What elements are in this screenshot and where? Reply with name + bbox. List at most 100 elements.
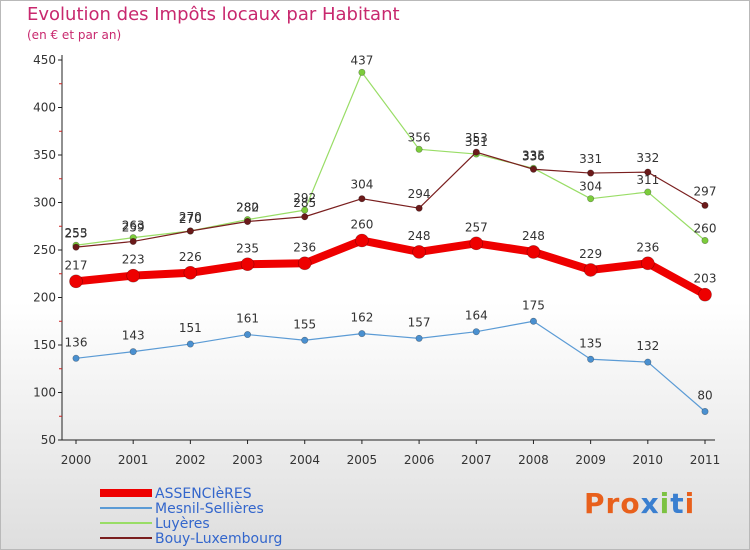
data-point bbox=[644, 168, 652, 176]
x-tick-label: 2009 bbox=[575, 453, 606, 467]
data-point bbox=[244, 331, 252, 339]
data-label: 257 bbox=[465, 220, 488, 234]
data-label: 294 bbox=[408, 187, 431, 201]
series-line bbox=[75, 320, 706, 412]
logo-letter: o bbox=[620, 487, 641, 520]
data-point bbox=[583, 263, 598, 277]
data-point bbox=[644, 188, 652, 196]
data-label: 282 bbox=[236, 201, 259, 215]
data-label: 203 bbox=[694, 272, 717, 286]
data-label: 304 bbox=[579, 180, 602, 194]
logo-letter: i bbox=[684, 487, 696, 520]
y-tick-label: 50 bbox=[41, 433, 56, 447]
data-point bbox=[529, 317, 537, 325]
data-point bbox=[701, 407, 709, 415]
series-mesnil-sellieres: 136 143 151 161 155 162 157 164 175 135 132 80 bbox=[65, 298, 713, 415]
data-label: 356 bbox=[408, 130, 431, 144]
data-point bbox=[358, 68, 366, 76]
x-tick-label: 2001 bbox=[118, 453, 149, 467]
proxiti-logo: Proxiti bbox=[584, 487, 695, 520]
data-label: 164 bbox=[465, 309, 488, 323]
data-label: 236 bbox=[636, 240, 659, 254]
logo-letter: x bbox=[640, 487, 660, 520]
data-point bbox=[297, 256, 312, 271]
data-point bbox=[72, 243, 80, 251]
data-point bbox=[183, 265, 198, 280]
data-label: 157 bbox=[408, 315, 431, 329]
data-label: 248 bbox=[408, 229, 431, 243]
data-point bbox=[129, 237, 137, 245]
data-point bbox=[415, 334, 423, 342]
data-label: 226 bbox=[179, 250, 202, 264]
data-label: 217 bbox=[65, 258, 88, 272]
data-point bbox=[358, 330, 366, 338]
data-label: 297 bbox=[694, 184, 717, 198]
data-label: 263 bbox=[122, 219, 145, 233]
data-label: 331 bbox=[579, 152, 602, 166]
y-tick-label: 100 bbox=[33, 386, 56, 400]
data-point bbox=[186, 227, 194, 235]
x-tick-label: 2000 bbox=[61, 453, 92, 467]
data-label: 280 bbox=[236, 201, 259, 215]
legend: ASSENCIèRESMesnil-SellièresLuyèresBouy-L… bbox=[100, 486, 282, 547]
data-label: 223 bbox=[122, 253, 145, 267]
data-label: 335 bbox=[522, 148, 545, 162]
data-label: 270 bbox=[179, 210, 202, 224]
data-label: 135 bbox=[579, 336, 602, 350]
data-point bbox=[701, 201, 709, 209]
data-label: 235 bbox=[236, 241, 259, 255]
legend-label: Bouy-Luxembourg bbox=[155, 531, 282, 547]
x-tick-label: 2007 bbox=[461, 453, 492, 467]
x-tick-label: 2005 bbox=[347, 453, 378, 467]
x-tick-label: 2003 bbox=[232, 453, 263, 467]
data-point bbox=[72, 354, 80, 362]
data-label: 136 bbox=[65, 335, 88, 349]
data-point bbox=[69, 274, 83, 289]
data-point bbox=[472, 328, 480, 336]
data-point bbox=[240, 257, 255, 272]
data-point bbox=[415, 145, 423, 153]
legend-label: ASSENCIèRES bbox=[155, 486, 252, 502]
series-line bbox=[75, 151, 706, 248]
data-label: 161 bbox=[236, 312, 259, 326]
y-tick-label: 350 bbox=[33, 148, 56, 162]
y-tick-label: 300 bbox=[33, 196, 56, 210]
data-point bbox=[701, 237, 709, 245]
data-label: 351 bbox=[465, 135, 488, 149]
x-tick-label: 2011 bbox=[690, 453, 721, 467]
data-point bbox=[412, 245, 426, 259]
series-line bbox=[75, 236, 707, 299]
data-label: 255 bbox=[65, 226, 88, 240]
data-label: 304 bbox=[350, 178, 373, 192]
data-point bbox=[186, 340, 194, 348]
logo-letter: r bbox=[605, 487, 621, 520]
x-tick-label: 2002 bbox=[175, 453, 206, 467]
data-label: 285 bbox=[293, 196, 316, 210]
data-point bbox=[587, 169, 595, 177]
data-point bbox=[129, 348, 137, 356]
series-bouy-luxembourg: 253 259 270 280 285 304 294 353 335 331 332 297 bbox=[65, 131, 717, 251]
logo-letter: P bbox=[584, 487, 606, 520]
logo-letter: i bbox=[659, 487, 671, 520]
legend-label: Luyères bbox=[155, 516, 210, 532]
data-point bbox=[529, 165, 537, 173]
data-point bbox=[358, 195, 366, 203]
data-point bbox=[355, 233, 369, 248]
data-label: 336 bbox=[522, 149, 545, 163]
data-point bbox=[698, 287, 712, 302]
legend-label: Mesnil-Sellières bbox=[155, 501, 264, 517]
logo-letter: t bbox=[670, 487, 685, 520]
data-label: 236 bbox=[293, 240, 316, 254]
data-label: 292 bbox=[293, 191, 316, 205]
y-tick-label: 400 bbox=[33, 101, 56, 115]
data-label: 132 bbox=[636, 339, 659, 353]
data-point bbox=[587, 355, 595, 363]
series-line bbox=[75, 71, 706, 246]
data-point bbox=[244, 218, 252, 226]
data-label: 332 bbox=[636, 151, 659, 165]
logo-letters: Proxiti bbox=[584, 487, 695, 520]
data-label: 248 bbox=[522, 229, 545, 243]
data-label: 270 bbox=[179, 212, 202, 226]
data-point bbox=[301, 213, 309, 221]
